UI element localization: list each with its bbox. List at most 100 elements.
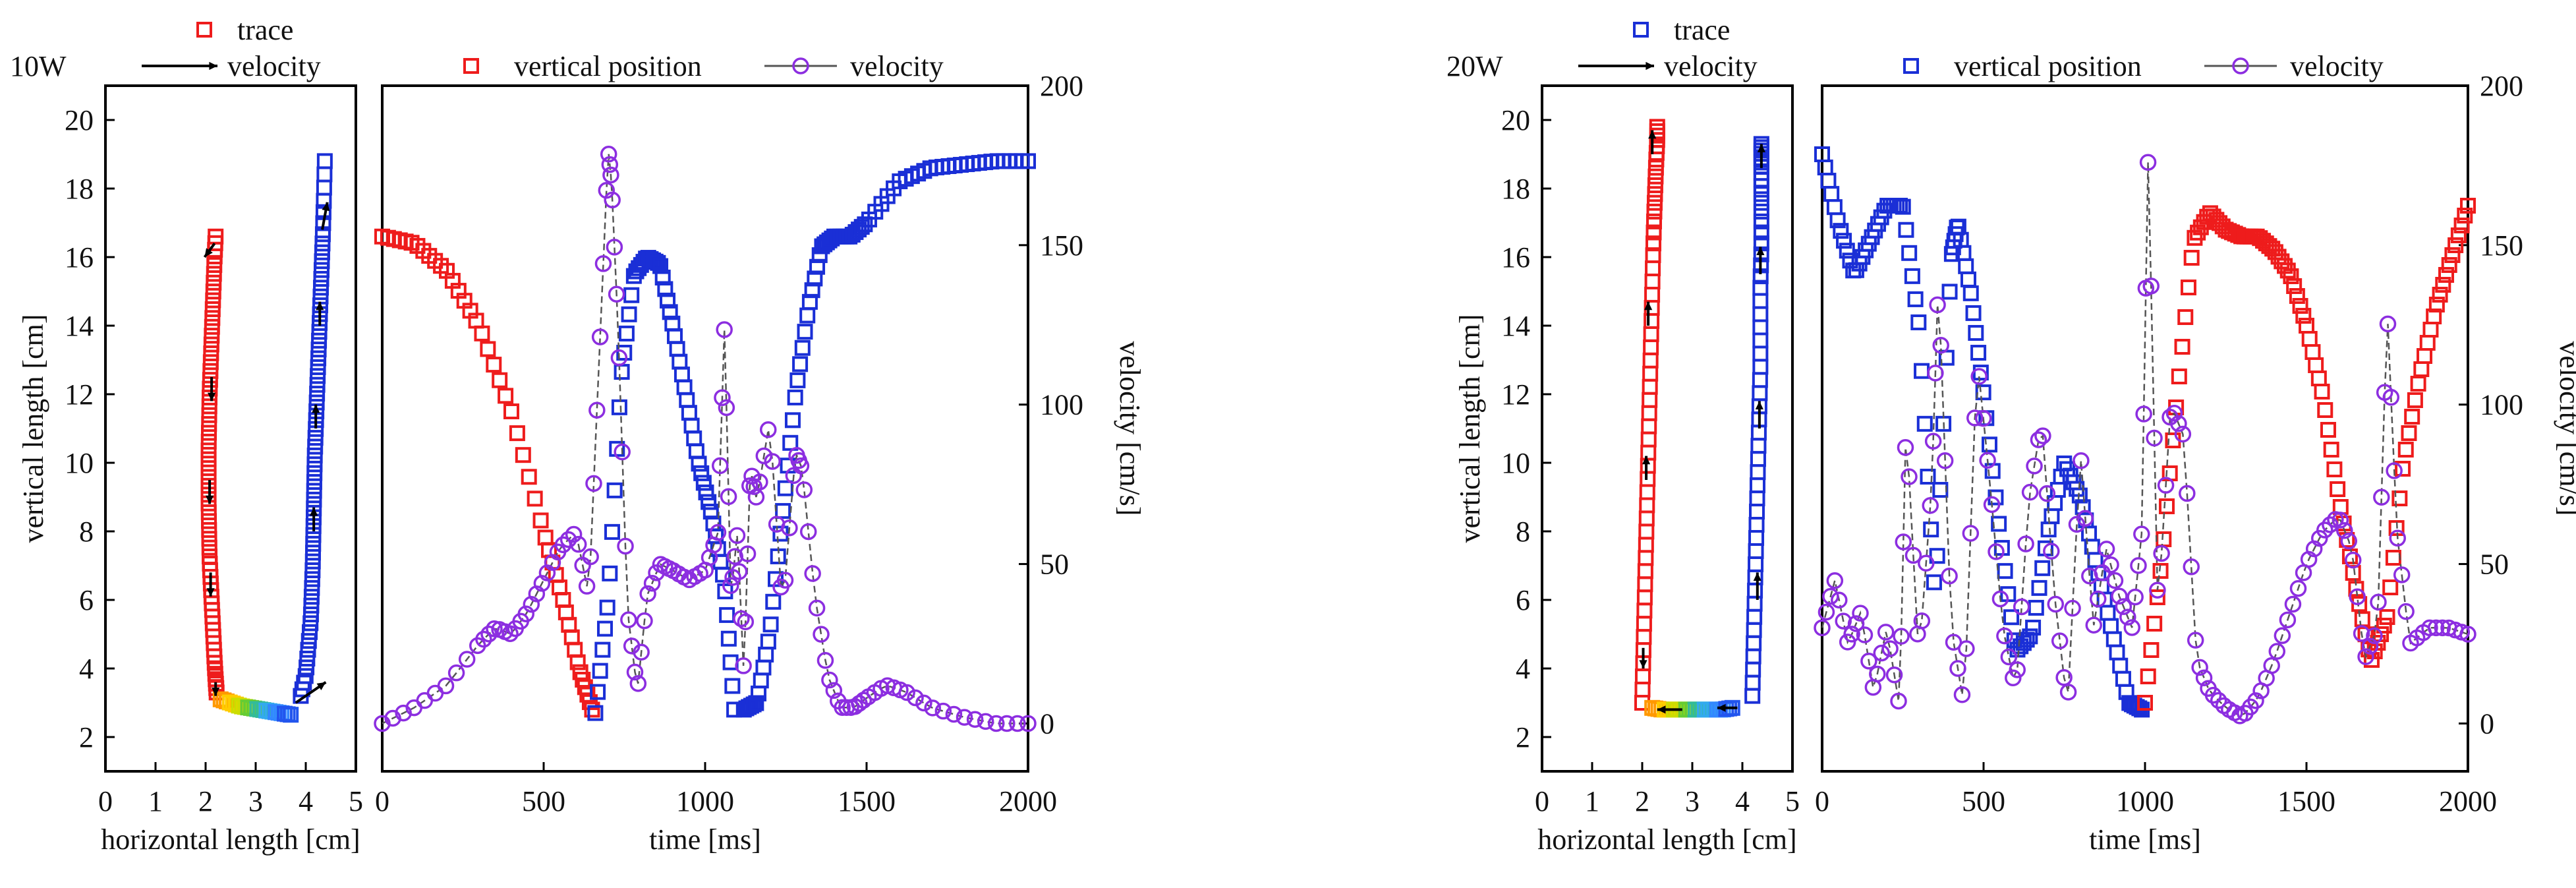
trace-point <box>283 707 299 723</box>
y2-tick-label: 50 <box>2480 548 2509 581</box>
position-point <box>2320 422 2336 438</box>
position-point <box>1910 314 1927 330</box>
trace-point <box>1752 306 1769 322</box>
position-point <box>2354 611 2370 628</box>
trace-point <box>307 430 324 446</box>
x-tick-label: 1000 <box>676 785 734 817</box>
velocity-point <box>2017 535 2034 552</box>
velocity-point <box>760 421 777 438</box>
trace-point <box>314 235 331 252</box>
trace-point <box>311 332 328 349</box>
position-point <box>2286 278 2303 294</box>
legend-velocity-marker <box>792 57 809 74</box>
position-point <box>1926 574 1942 591</box>
trace-point <box>310 341 327 358</box>
trace-point <box>314 244 330 260</box>
position-point <box>765 593 782 610</box>
velocity-point <box>2379 315 2397 333</box>
velocity-point <box>739 545 757 562</box>
velocity-point <box>1941 568 1958 585</box>
trace-point <box>201 416 217 432</box>
velocity-point <box>792 457 810 475</box>
velocity-line <box>382 154 1028 725</box>
position-point <box>748 695 764 711</box>
trace-point <box>310 368 326 384</box>
trace-point <box>1643 339 1659 355</box>
velocity-point <box>2098 541 2115 558</box>
velocity-arrow-head <box>209 61 217 71</box>
trace-point <box>206 248 223 264</box>
position-point <box>857 216 873 233</box>
x-tick-label: 1500 <box>2277 785 2335 817</box>
trace-point <box>1642 352 1659 369</box>
velocity-point <box>1885 666 1903 684</box>
velocity-point <box>2034 427 2051 444</box>
y-tick-label: 4 <box>1516 653 1530 685</box>
position-point <box>2137 695 2153 711</box>
velocity-point <box>2076 510 2094 527</box>
position-point <box>2180 280 2196 295</box>
velocity-point <box>1860 653 1877 670</box>
plot-frame <box>104 84 357 773</box>
position-point <box>2109 644 2125 661</box>
position-point <box>681 405 697 421</box>
velocity-point <box>517 605 535 622</box>
velocity-point <box>2135 405 2152 423</box>
velocity-point <box>1979 452 1996 469</box>
trace-point <box>316 153 333 169</box>
velocity-point <box>2382 388 2400 406</box>
velocity-point <box>2459 626 2476 643</box>
x-tick-label: 1 <box>148 785 163 817</box>
position-point <box>2404 409 2420 425</box>
position-point <box>2413 361 2430 377</box>
velocity-point <box>2055 669 2073 686</box>
position-point <box>1833 223 1849 239</box>
legend-velocity-label: velocity <box>227 50 321 82</box>
trace-point <box>304 571 320 587</box>
trace-point <box>1748 529 1765 546</box>
position-point <box>2156 531 2172 547</box>
velocity-point <box>569 535 587 553</box>
trace-point <box>316 166 333 183</box>
position-point <box>789 372 806 388</box>
trace-point <box>306 474 322 490</box>
velocity-point <box>2373 488 2390 506</box>
position-point <box>592 663 608 679</box>
position-point <box>2388 520 2405 536</box>
trace-point <box>1753 213 1769 229</box>
legend-velocity-label: velocity <box>1664 50 1758 82</box>
velocity-point <box>1983 496 2001 514</box>
trace-point <box>1634 682 1651 698</box>
velocity-point <box>1904 547 1922 564</box>
trace-point <box>1639 484 1655 500</box>
trace-point <box>1647 160 1664 176</box>
trace-point <box>1744 688 1761 704</box>
position-point <box>2428 297 2445 312</box>
velocity-arrow-head <box>1646 61 1654 71</box>
position-point <box>2146 616 2163 632</box>
trace-point <box>201 398 217 415</box>
velocity-arrow-head <box>316 682 326 690</box>
velocity-point <box>2421 619 2438 637</box>
velocity-point <box>730 563 748 580</box>
velocity-point <box>2427 619 2445 637</box>
velocity-point <box>2021 483 2039 501</box>
trace-point <box>206 266 222 282</box>
trace-point <box>204 318 220 335</box>
position-point <box>2379 609 2395 625</box>
velocity-point <box>2089 590 2107 608</box>
velocity-point <box>2187 632 2204 649</box>
legend-velocity-marker <box>2232 57 2249 74</box>
trace-point <box>1643 326 1659 342</box>
trace-point <box>299 651 316 667</box>
position-point <box>1997 563 2013 579</box>
trace-point <box>1750 451 1766 467</box>
x-axis-label: horizontal length [cm] <box>101 823 360 856</box>
trace-point <box>1642 365 1659 382</box>
trace-point <box>1644 274 1661 290</box>
velocity-point <box>602 166 619 184</box>
velocity-point <box>2047 595 2064 613</box>
legend-position-label: vertical position <box>1954 50 2142 82</box>
